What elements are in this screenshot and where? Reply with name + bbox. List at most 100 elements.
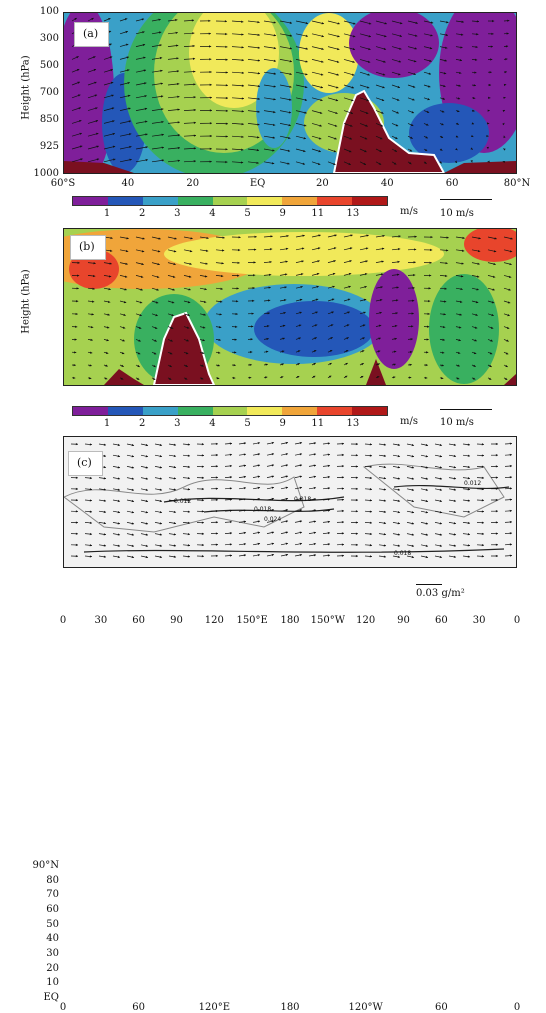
wind-vector-head xyxy=(90,533,92,535)
wind-vector-head xyxy=(496,476,498,478)
colorbar-swatch xyxy=(282,197,317,205)
wind-vector-head xyxy=(132,466,134,468)
wind-vector-head xyxy=(230,554,232,556)
wind-vector-head xyxy=(356,499,358,501)
panel-a-colorbar-unit: m/s xyxy=(400,206,418,217)
panel-a-vector-ref: 10 m/s xyxy=(440,208,474,219)
x-tick-label: 120°E xyxy=(192,1002,236,1013)
x-tick-label: 60 xyxy=(419,1002,463,1013)
colorbar-swatch xyxy=(352,407,387,415)
y-tick-label: 50 xyxy=(19,919,59,930)
panel-b-field xyxy=(64,229,516,385)
panel-b-tag: (b) xyxy=(70,235,106,260)
wind-vector-head xyxy=(272,442,274,444)
wind-vector-head xyxy=(342,487,344,489)
contour-label: 0.018 xyxy=(254,506,271,513)
wind-vector-head xyxy=(76,555,78,557)
wind-vector-head xyxy=(132,545,134,547)
colorbar-level-label: 5 xyxy=(236,208,260,219)
wind-vector-head xyxy=(132,455,134,457)
x-tick-label: 20 xyxy=(171,178,215,189)
x-tick-label: 180 xyxy=(268,1002,312,1013)
wind-vector-head xyxy=(90,522,92,524)
wind-vector-head xyxy=(188,443,190,445)
x-tick-label: 60°S xyxy=(41,178,85,189)
wind-vector-head xyxy=(370,499,372,501)
wind-vector-head xyxy=(342,443,344,445)
wind-vector-head xyxy=(188,555,190,557)
y-tick-label: 60 xyxy=(19,904,59,915)
wind-vector-head xyxy=(272,543,274,545)
wind-vector-head xyxy=(146,489,148,491)
wind-vector-head xyxy=(510,443,512,445)
wind-vector-head xyxy=(230,442,232,444)
wind-vector-head xyxy=(146,545,148,547)
colorbar-level-label: 9 xyxy=(271,418,295,429)
wind-vector-head xyxy=(272,531,274,533)
wind-vector-head xyxy=(286,475,288,477)
wind-vector-head xyxy=(356,477,358,479)
colorbar-swatch xyxy=(73,197,108,205)
wind-vector-head xyxy=(146,455,148,457)
panel-a-tag: (a) xyxy=(74,22,109,47)
wind-vector-head xyxy=(202,533,204,535)
colorbar-level-label: 11 xyxy=(306,418,330,429)
contour-line xyxy=(394,486,509,489)
field-region xyxy=(254,301,374,357)
wind-vector-head xyxy=(230,454,232,456)
colorbar-swatch xyxy=(143,407,178,415)
x-tick-label: 40 xyxy=(106,178,150,189)
wind-vector-head xyxy=(272,554,274,556)
wind-vector-head xyxy=(370,555,372,557)
wind-vector-head xyxy=(342,532,344,534)
wind-vector-head xyxy=(482,477,484,479)
wind-vector-head xyxy=(510,499,512,501)
panel-b-colorbar-unit: m/s xyxy=(400,416,418,427)
wind-vector-head xyxy=(216,476,218,478)
colorbar-swatch xyxy=(108,407,143,415)
wind-vector-head xyxy=(510,454,512,456)
x-tick-label: 0 xyxy=(495,1002,539,1013)
wind-vector-head xyxy=(342,476,344,478)
colorbar-swatch xyxy=(143,197,178,205)
wind-vector-head xyxy=(216,488,218,490)
wind-vector-head xyxy=(426,511,428,513)
wind-vector-head xyxy=(370,522,372,524)
wind-vector-head xyxy=(510,543,512,545)
y-tick-label: 700 xyxy=(19,87,59,98)
wind-vector-head xyxy=(272,453,274,455)
wind-vector-head xyxy=(426,455,428,457)
wind-vector-head xyxy=(132,522,134,524)
wind-vector-head xyxy=(496,454,498,456)
colorbar-swatch xyxy=(213,197,248,205)
wind-vector-head xyxy=(216,443,218,445)
wind-vector-head xyxy=(188,544,190,546)
wind-vector-head xyxy=(510,510,512,512)
wind-vector-head xyxy=(90,544,92,546)
wind-vector-head xyxy=(356,488,358,490)
wind-vector-head xyxy=(146,500,148,502)
wind-vector-head xyxy=(510,476,512,478)
wind-vector-head xyxy=(510,555,512,557)
wind-vector-head xyxy=(496,443,498,445)
colorbar-level-label: 9 xyxy=(271,208,295,219)
wind-vector-head xyxy=(132,556,134,558)
wind-vector-head xyxy=(510,532,512,534)
wind-vector-head xyxy=(202,477,204,479)
y-tick-label: 70 xyxy=(19,889,59,900)
colorbar-level-label: 5 xyxy=(236,418,260,429)
wind-vector-head xyxy=(188,466,190,468)
wind-vector-head xyxy=(286,554,288,556)
colorbar-swatch xyxy=(317,407,352,415)
field-region xyxy=(164,232,444,276)
panel-b-vector-ref: 10 m/s xyxy=(440,417,474,428)
wind-vector-head xyxy=(426,478,428,480)
wind-vector-head xyxy=(216,510,218,512)
wind-vector-head xyxy=(426,522,428,524)
wind-vector-head xyxy=(286,498,288,500)
wind-vector-head xyxy=(76,544,78,546)
wind-vector-head xyxy=(370,454,372,456)
wind-vector-head xyxy=(76,533,78,535)
